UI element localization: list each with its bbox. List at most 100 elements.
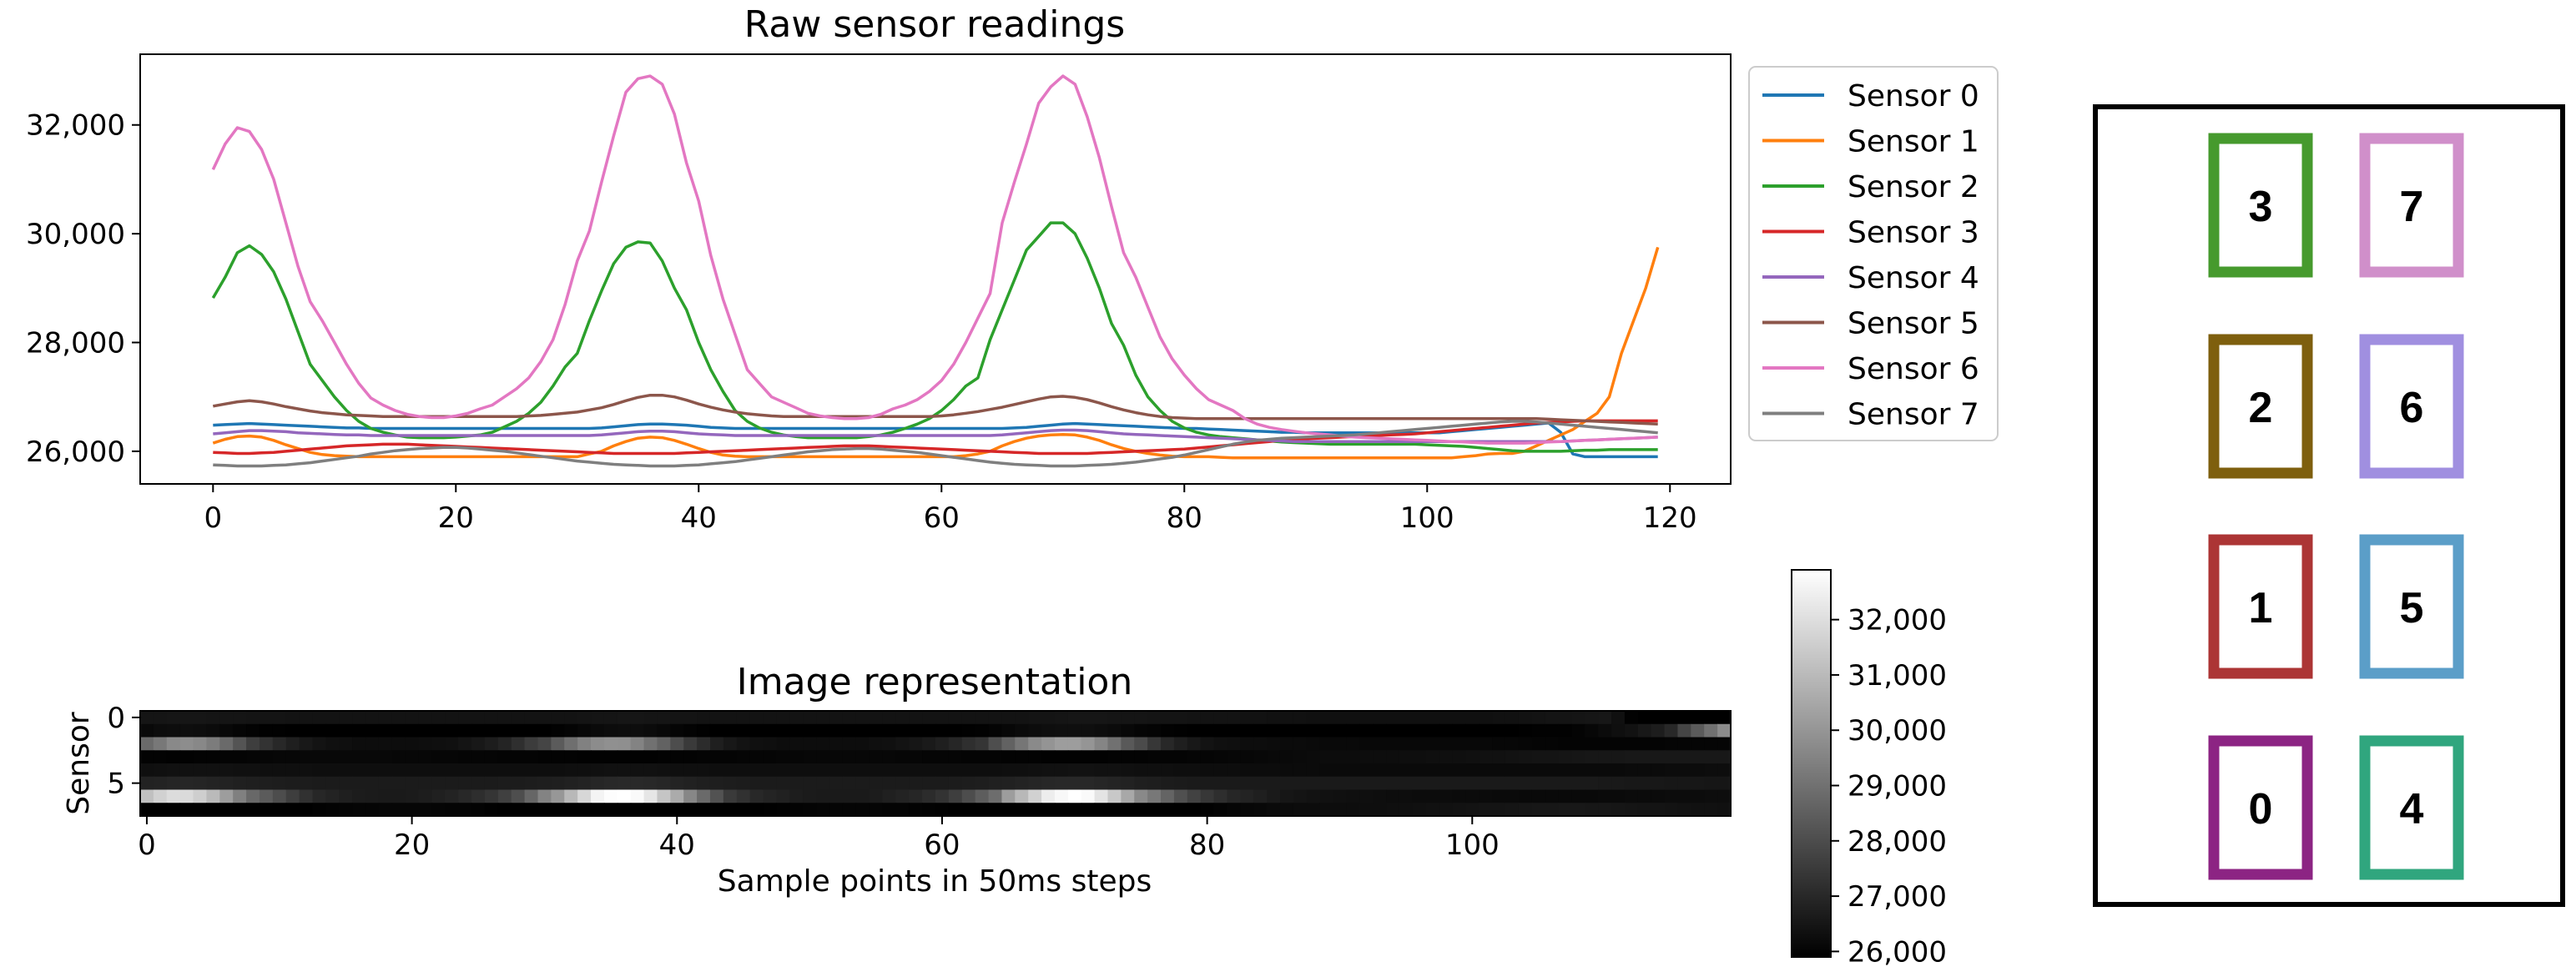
heatmap-cell [1637,737,1652,751]
heatmap-cell [166,737,181,751]
heatmap-cell [736,763,751,778]
line-chart-frame [139,53,1732,485]
heatmap-cell [1041,750,1056,764]
heatmap-cell [391,737,406,751]
heatmap-cell [1333,750,1347,764]
heatmap-cell [1704,750,1718,764]
heatmap-cell [922,737,936,751]
heatmap-cell [591,711,605,725]
heatmap-cell [1359,711,1374,725]
heatmap-cell [816,789,830,803]
heatmap-cell [1717,723,1732,738]
heatmap-cell [537,711,552,725]
heatmap-cell [1399,789,1414,803]
heatmap-cell [1200,723,1215,738]
heatmap-cell [789,723,804,738]
heatmap-cell [378,803,393,817]
heatmap-cell [1452,711,1466,725]
heatmap-cell [1545,723,1560,738]
sensor-box-1 [2208,534,2313,679]
heatmap-cell [763,763,777,778]
heatmap-cell [246,723,260,738]
heatmap-cell [1412,803,1427,817]
heatmap-cell [1691,803,1705,817]
heatmap-cell [418,723,433,738]
heatmap-cell [1161,711,1175,725]
x-tick-label: 60 [924,501,960,535]
heatmap-cell [1651,763,1666,778]
heatmap-cell [1213,763,1228,778]
heatmap-cell [657,723,671,738]
heatmap-cell [855,737,870,751]
heatmap-cell [895,750,910,764]
heatmap-cell [193,711,208,725]
heatmap-cell [564,737,578,751]
heatmap-cell [577,763,592,778]
heatmap-cell [418,711,433,725]
heatmap-cell [1452,750,1466,764]
heatmap-cell [1213,750,1228,764]
heatmap-cell [1293,723,1308,738]
heatmap-cell [259,763,274,778]
heatmap-cell [1598,776,1612,791]
heatmap-cell [140,789,154,803]
heatmap-cell [1412,789,1427,803]
heatmap-cell [471,737,486,751]
heatmap-cell [1319,803,1334,817]
heatmap-cell [471,763,486,778]
heatmap-cell [1279,789,1294,803]
heatmap-cell [339,763,353,778]
heatmap-cell [1452,803,1466,817]
heatmap-cell [935,776,950,791]
colorbar-tick-label: 30,000 [1848,714,1947,748]
heatmap-cell [1386,737,1400,751]
heatmap-cell [1306,737,1321,751]
heatmap-cell [445,789,459,803]
heatmap-cell [603,776,618,791]
series-line-sensor-2 [211,221,1658,453]
heatmap-cell [1677,711,1691,725]
heatmap-cell [1545,776,1560,791]
heatmap-cell [1227,750,1241,764]
heatmap-cell [1001,803,1016,817]
heatmap-cell [1333,763,1347,778]
sensor-layout-frame [2093,104,2565,907]
heatmap-cell [246,776,260,791]
heatmap-cell [1081,776,1096,791]
heatmap-cell [564,763,578,778]
heatmap-cell [1028,763,1042,778]
heatmap-cell [776,763,790,778]
sensor-box-label-7: 7 [2400,183,2424,231]
heatmap-cell [603,789,618,803]
heatmap-cell [749,763,764,778]
heatmap-cell [683,803,698,817]
heatmap-cell [1081,750,1096,764]
heatmap-cell [895,763,910,778]
heatmap-cell [643,776,658,791]
heatmap-cell [1492,723,1506,738]
colorbar-tick-label: 28,000 [1848,825,1947,859]
heatmap-cell [670,763,684,778]
heatmap-cell [763,711,777,725]
heatmap-cell [1267,789,1281,803]
heatmap-cell [1558,763,1572,778]
heatmap-cell [1094,789,1109,803]
heatmap-cell [1492,750,1506,764]
heatmap-cell [1001,737,1016,751]
heatmap-cell [882,763,896,778]
heatmap-cell [763,750,777,764]
heatmap-cell [736,789,751,803]
heatmap-cell [537,803,552,817]
heatmap-cell [537,737,552,751]
heatmap-cell [1015,711,1029,725]
heatmap-cell [551,763,565,778]
heatmap-cell [988,803,1003,817]
heatmap-cell [643,803,658,817]
heatmap-cell [1054,763,1069,778]
heatmap-cell [1359,763,1374,778]
heatmap-cell [524,763,539,778]
heatmap-cell [683,763,698,778]
heatmap-cell [1439,803,1454,817]
heatmap-cell [1373,763,1387,778]
heatmap-cell [1465,711,1480,725]
